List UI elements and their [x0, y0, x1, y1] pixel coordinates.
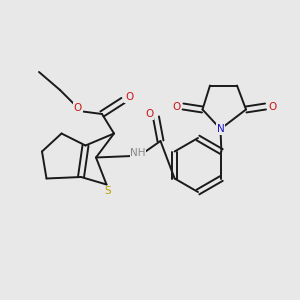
Text: N: N [217, 124, 224, 134]
Text: O: O [125, 92, 133, 103]
Text: O: O [145, 109, 154, 119]
Text: O: O [74, 103, 82, 113]
Text: S: S [105, 186, 111, 196]
Text: NH: NH [130, 148, 146, 158]
Text: O: O [268, 101, 276, 112]
Text: O: O [172, 101, 181, 112]
